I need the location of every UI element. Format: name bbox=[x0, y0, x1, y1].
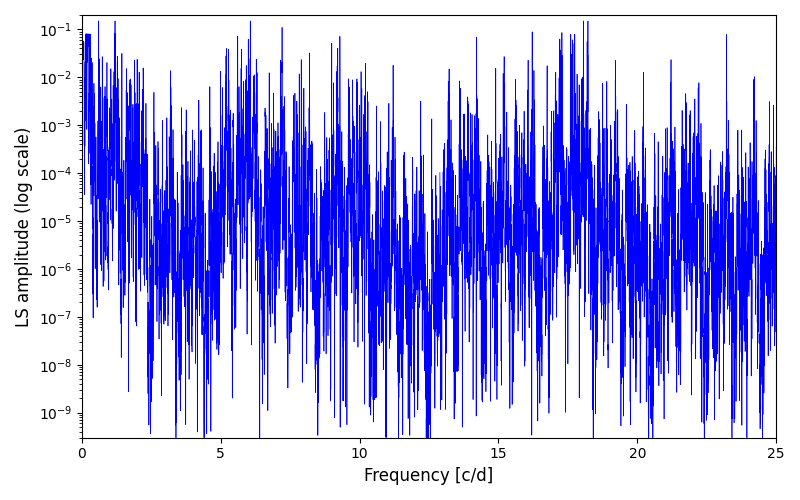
Y-axis label: LS amplitude (log scale): LS amplitude (log scale) bbox=[15, 126, 33, 326]
X-axis label: Frequency [c/d]: Frequency [c/d] bbox=[364, 467, 494, 485]
